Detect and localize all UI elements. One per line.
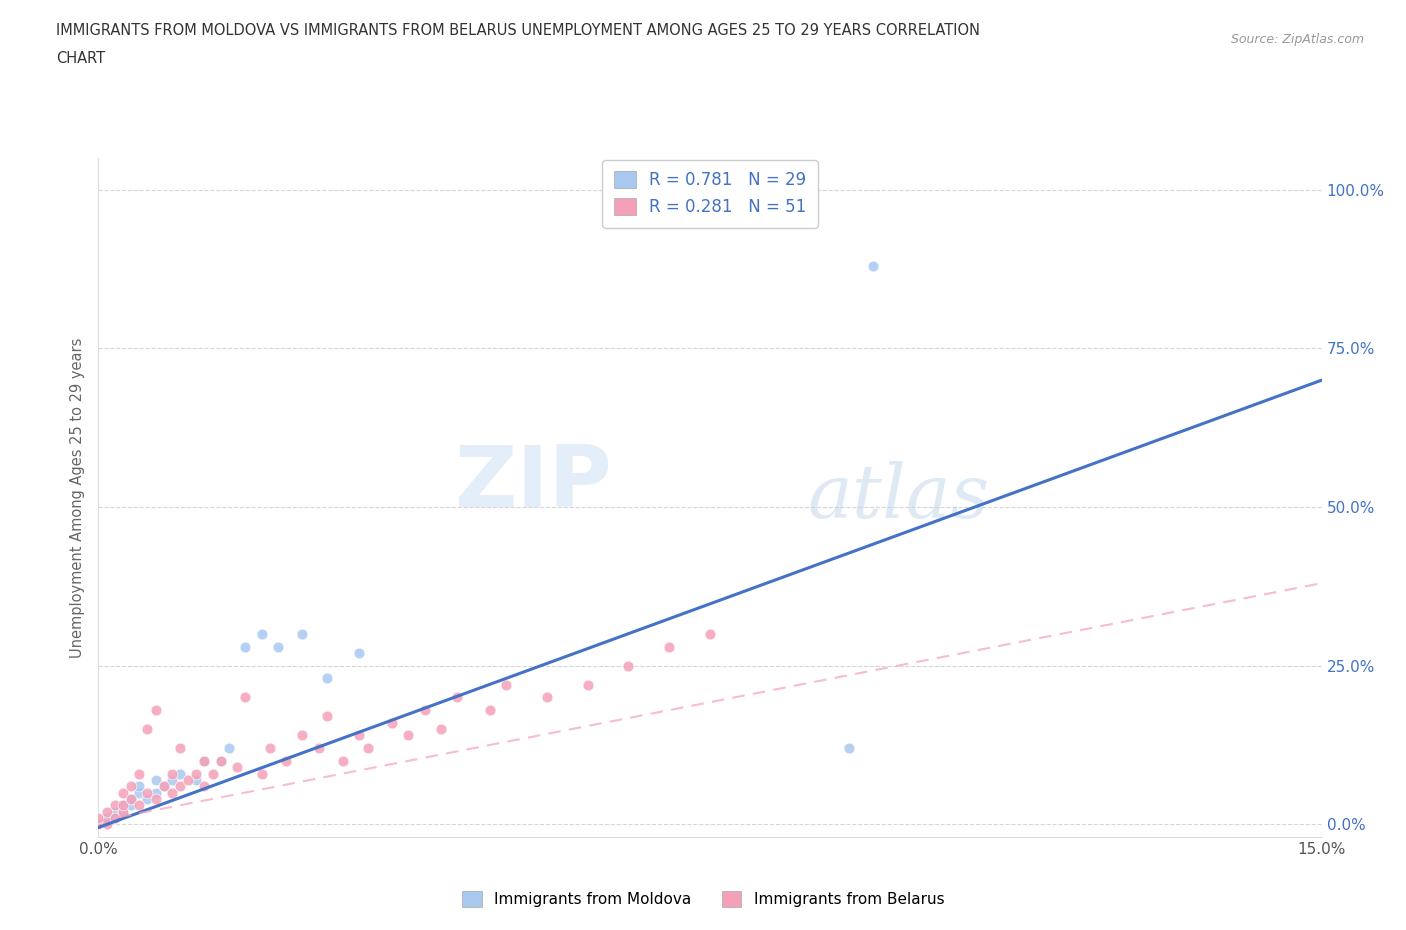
Point bbox=[145, 773, 167, 788]
Point bbox=[218, 740, 240, 755]
Point bbox=[152, 778, 174, 793]
Point bbox=[356, 740, 378, 755]
Point bbox=[120, 798, 142, 813]
Point bbox=[120, 791, 142, 806]
Point bbox=[315, 671, 337, 685]
Point bbox=[233, 639, 256, 654]
Point bbox=[87, 811, 110, 826]
Point bbox=[128, 798, 150, 813]
Point bbox=[120, 778, 142, 793]
Text: atlas: atlas bbox=[808, 461, 990, 534]
Point bbox=[617, 658, 640, 673]
Point bbox=[160, 785, 183, 800]
Point bbox=[169, 778, 191, 793]
Point bbox=[250, 766, 273, 781]
Point bbox=[136, 785, 159, 800]
Point bbox=[315, 709, 337, 724]
Text: ZIP: ZIP bbox=[454, 443, 612, 525]
Point bbox=[381, 715, 404, 730]
Point bbox=[862, 259, 884, 273]
Point bbox=[430, 722, 453, 737]
Point bbox=[160, 766, 183, 781]
Point bbox=[128, 785, 150, 800]
Point bbox=[152, 778, 174, 793]
Point bbox=[96, 811, 118, 826]
Point bbox=[233, 690, 256, 705]
Point bbox=[186, 766, 208, 781]
Point bbox=[349, 645, 371, 660]
Point bbox=[259, 740, 281, 755]
Point bbox=[349, 728, 371, 743]
Point bbox=[96, 804, 118, 819]
Point bbox=[160, 773, 183, 788]
Point bbox=[193, 778, 215, 793]
Point bbox=[128, 766, 150, 781]
Point bbox=[120, 791, 142, 806]
Point bbox=[186, 773, 208, 788]
Point bbox=[145, 703, 167, 718]
Point bbox=[169, 766, 191, 781]
Point bbox=[291, 728, 314, 743]
Point bbox=[111, 785, 134, 800]
Point bbox=[267, 639, 290, 654]
Point bbox=[145, 785, 167, 800]
Point bbox=[576, 677, 599, 692]
Point bbox=[111, 804, 134, 819]
Point bbox=[104, 811, 127, 826]
Point bbox=[96, 814, 118, 829]
Text: Source: ZipAtlas.com: Source: ZipAtlas.com bbox=[1230, 33, 1364, 46]
Point bbox=[413, 703, 436, 718]
Point bbox=[145, 791, 167, 806]
Point bbox=[111, 798, 134, 813]
Legend: R = 0.781   N = 29, R = 0.281   N = 51: R = 0.781 N = 29, R = 0.281 N = 51 bbox=[602, 160, 818, 228]
Point bbox=[209, 753, 232, 768]
Point bbox=[128, 778, 150, 793]
Point bbox=[201, 766, 224, 781]
Point bbox=[193, 753, 215, 768]
Point bbox=[291, 627, 314, 642]
Point bbox=[536, 690, 558, 705]
Point bbox=[478, 703, 501, 718]
Point bbox=[396, 728, 419, 743]
Point bbox=[446, 690, 468, 705]
Point bbox=[274, 753, 297, 768]
Point bbox=[104, 798, 127, 813]
Point bbox=[177, 773, 200, 788]
Point bbox=[87, 817, 110, 831]
Legend: Immigrants from Moldova, Immigrants from Belarus: Immigrants from Moldova, Immigrants from… bbox=[456, 884, 950, 913]
Point bbox=[838, 740, 860, 755]
Point bbox=[169, 740, 191, 755]
Point bbox=[87, 817, 110, 831]
Text: IMMIGRANTS FROM MOLDOVA VS IMMIGRANTS FROM BELARUS UNEMPLOYMENT AMONG AGES 25 TO: IMMIGRANTS FROM MOLDOVA VS IMMIGRANTS FR… bbox=[56, 23, 980, 38]
Point bbox=[332, 753, 354, 768]
Point bbox=[658, 639, 681, 654]
Point bbox=[96, 817, 118, 831]
Point bbox=[495, 677, 517, 692]
Point bbox=[111, 798, 134, 813]
Point bbox=[226, 760, 249, 775]
Point bbox=[136, 722, 159, 737]
Y-axis label: Unemployment Among Ages 25 to 29 years: Unemployment Among Ages 25 to 29 years bbox=[69, 338, 84, 658]
Point bbox=[250, 627, 273, 642]
Point bbox=[104, 804, 127, 819]
Point bbox=[104, 811, 127, 826]
Point bbox=[699, 627, 721, 642]
Point bbox=[136, 791, 159, 806]
Point bbox=[111, 804, 134, 819]
Text: CHART: CHART bbox=[56, 51, 105, 66]
Point bbox=[193, 753, 215, 768]
Point bbox=[308, 740, 330, 755]
Point bbox=[209, 753, 232, 768]
